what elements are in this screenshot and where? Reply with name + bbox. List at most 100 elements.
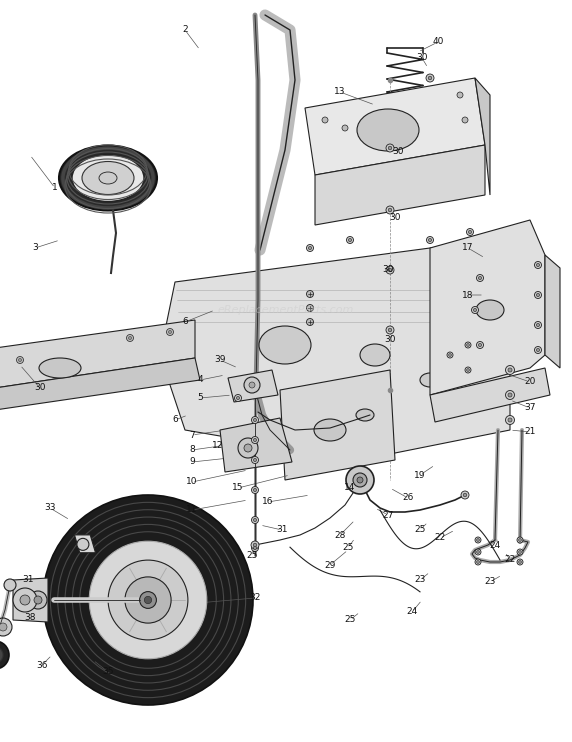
Text: 3: 3 [32, 243, 38, 252]
Circle shape [386, 326, 394, 334]
Text: 27: 27 [382, 510, 394, 519]
Circle shape [322, 117, 328, 123]
Circle shape [307, 245, 313, 252]
Circle shape [236, 396, 240, 400]
Circle shape [467, 344, 470, 347]
Ellipse shape [82, 162, 134, 194]
Circle shape [467, 369, 470, 371]
Circle shape [388, 146, 392, 150]
Circle shape [166, 329, 173, 335]
Text: 23: 23 [484, 577, 496, 586]
Circle shape [447, 352, 453, 358]
Circle shape [534, 292, 542, 298]
Circle shape [463, 493, 467, 497]
Text: 19: 19 [414, 470, 426, 479]
Text: 9: 9 [189, 458, 195, 467]
Text: 11: 11 [186, 505, 198, 514]
Polygon shape [475, 78, 490, 195]
Circle shape [475, 549, 481, 555]
Circle shape [244, 444, 252, 452]
Circle shape [534, 321, 542, 329]
Text: 1: 1 [52, 183, 58, 192]
Circle shape [252, 487, 259, 493]
Circle shape [77, 539, 89, 551]
Circle shape [537, 349, 539, 352]
Circle shape [244, 377, 260, 393]
Polygon shape [280, 370, 395, 480]
Circle shape [519, 539, 521, 542]
Circle shape [478, 344, 482, 347]
Circle shape [43, 495, 253, 705]
Circle shape [388, 209, 392, 211]
Text: 16: 16 [262, 497, 274, 507]
Circle shape [144, 597, 152, 604]
Circle shape [346, 466, 374, 494]
Circle shape [126, 335, 133, 341]
Circle shape [461, 491, 469, 499]
Text: 6: 6 [182, 318, 188, 326]
Text: 38: 38 [24, 614, 35, 623]
Circle shape [476, 539, 479, 542]
Text: 8: 8 [189, 445, 195, 455]
Circle shape [20, 595, 30, 605]
Circle shape [467, 229, 474, 235]
Text: 23: 23 [414, 576, 426, 585]
Text: 25: 25 [414, 525, 426, 534]
Circle shape [519, 561, 521, 563]
Circle shape [353, 473, 367, 487]
Text: 24: 24 [406, 608, 418, 617]
Ellipse shape [259, 326, 311, 364]
Text: 6: 6 [172, 416, 178, 424]
Circle shape [428, 76, 432, 80]
Circle shape [307, 304, 313, 312]
Text: 31: 31 [276, 525, 288, 534]
Text: 33: 33 [44, 504, 55, 513]
Text: 25: 25 [342, 543, 353, 553]
Text: 35: 35 [102, 668, 114, 677]
Polygon shape [13, 578, 48, 622]
Circle shape [0, 641, 9, 669]
Circle shape [251, 541, 259, 549]
Text: 4: 4 [197, 375, 203, 384]
Circle shape [252, 416, 259, 424]
Circle shape [253, 418, 257, 421]
Circle shape [169, 330, 172, 333]
Circle shape [519, 551, 521, 554]
Circle shape [427, 237, 434, 243]
Circle shape [506, 416, 514, 424]
Circle shape [129, 337, 132, 340]
Text: 18: 18 [462, 291, 474, 300]
Circle shape [508, 368, 512, 372]
Ellipse shape [314, 419, 346, 441]
Circle shape [18, 358, 22, 361]
Circle shape [506, 366, 514, 375]
Ellipse shape [72, 154, 144, 202]
Circle shape [457, 92, 463, 98]
Text: 17: 17 [462, 243, 474, 252]
Text: 25: 25 [344, 616, 356, 625]
Text: 12: 12 [212, 441, 224, 450]
Circle shape [478, 277, 482, 280]
Circle shape [13, 588, 37, 612]
Circle shape [506, 390, 514, 399]
Circle shape [388, 268, 392, 272]
Circle shape [34, 596, 42, 604]
Ellipse shape [99, 172, 117, 184]
Ellipse shape [476, 300, 504, 320]
Circle shape [253, 546, 257, 550]
Circle shape [252, 545, 259, 551]
Text: 30: 30 [392, 148, 404, 157]
Circle shape [386, 144, 394, 152]
Polygon shape [430, 220, 545, 395]
Ellipse shape [356, 409, 374, 421]
Text: 39: 39 [214, 355, 226, 364]
Text: 10: 10 [186, 478, 198, 487]
Circle shape [249, 382, 255, 388]
Circle shape [476, 275, 483, 281]
Circle shape [29, 591, 47, 609]
Ellipse shape [291, 409, 309, 421]
Circle shape [307, 291, 313, 298]
Circle shape [476, 561, 479, 563]
Circle shape [517, 537, 523, 543]
Text: 25: 25 [247, 551, 258, 559]
